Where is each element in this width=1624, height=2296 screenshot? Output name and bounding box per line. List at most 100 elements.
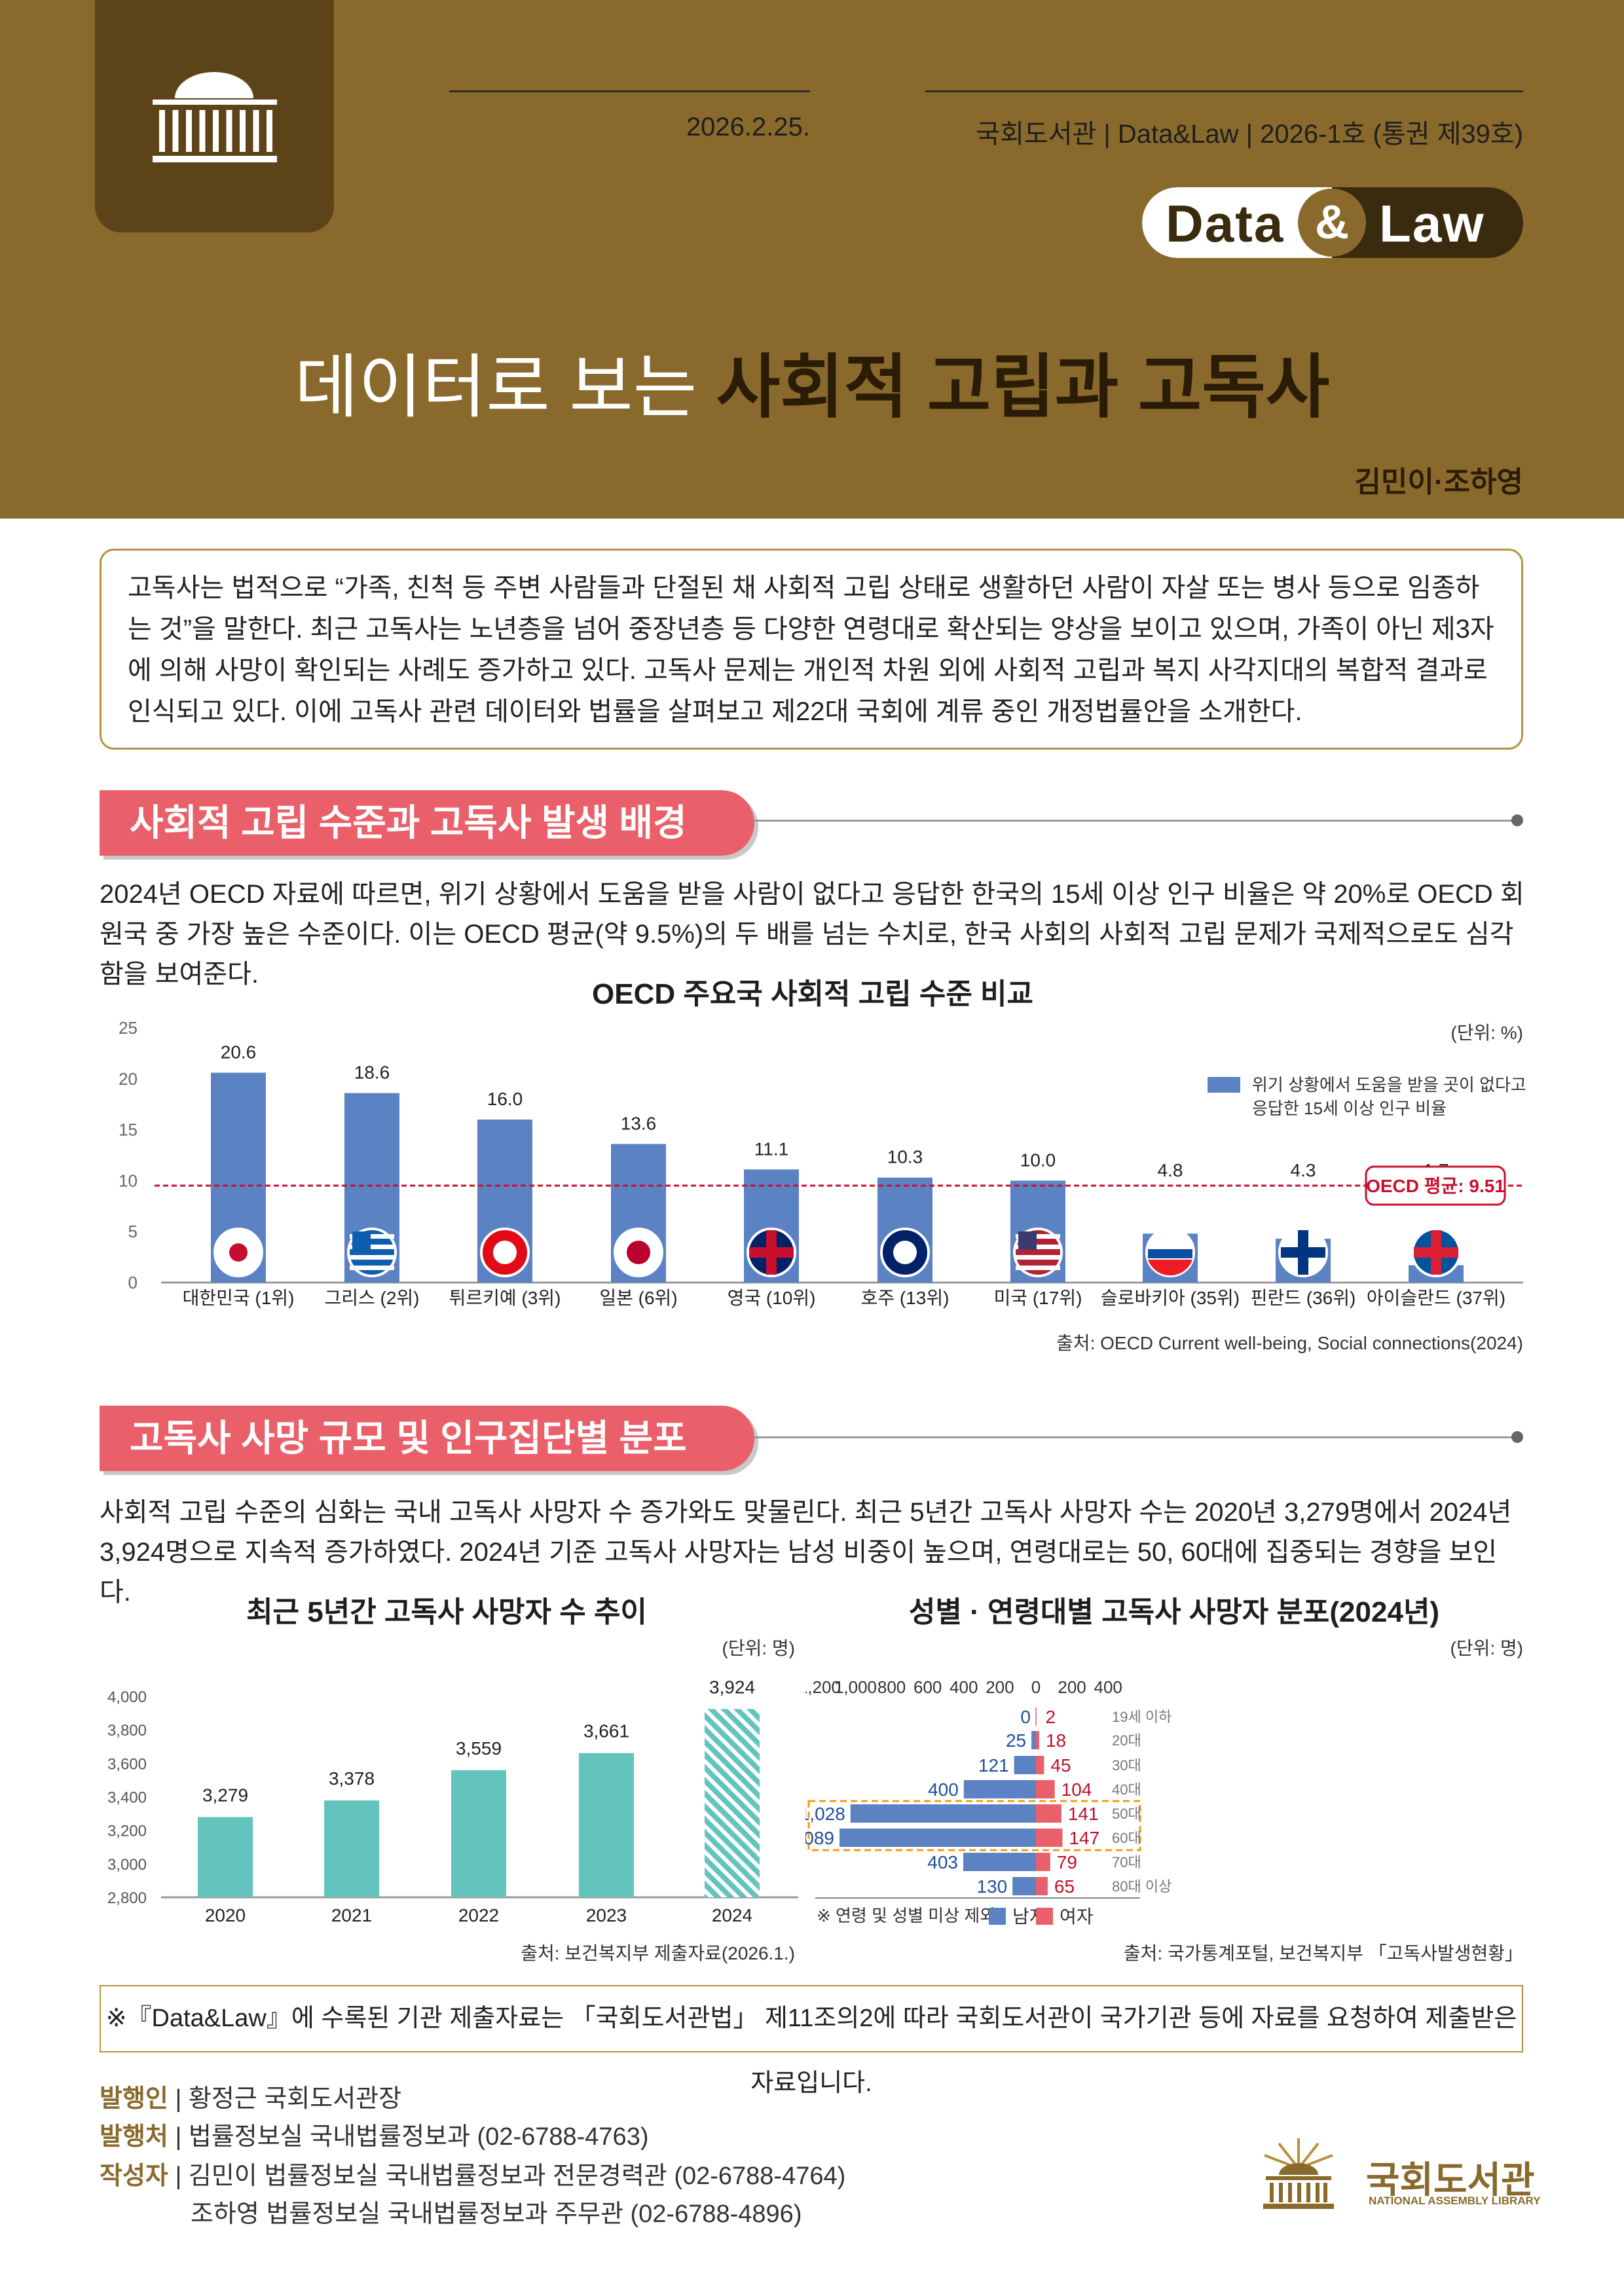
age-label: 60대 <box>1112 1830 1141 1846</box>
female-bar <box>1036 1756 1044 1774</box>
flag-stripe <box>1148 1249 1192 1258</box>
header-rule-left <box>449 90 810 92</box>
flag-us-icon <box>1013 1228 1063 1277</box>
category-label: 미국 (17위) <box>994 1288 1082 1308</box>
category-label: 그리스 (2위) <box>324 1288 419 1308</box>
bar-value-label: 3,924 <box>709 1677 755 1697</box>
flag-stripe <box>1016 1266 1060 1270</box>
x-tick-label: 800 <box>877 1677 906 1697</box>
bar-2023 <box>579 1753 634 1897</box>
flag-canton <box>1018 1231 1037 1250</box>
female-value-label: 79 <box>1057 1852 1077 1872</box>
y-tick-label: 20 <box>119 1069 138 1089</box>
x-tick-label: 0 <box>1031 1677 1041 1697</box>
male-bar <box>963 1780 1036 1798</box>
bar-value-label: 4.3 <box>1291 1160 1316 1180</box>
flag-stripe <box>1148 1260 1192 1276</box>
female-bar <box>1036 1731 1039 1749</box>
authors: 김민이·조하영 <box>1354 466 1523 498</box>
category-label: 호주 (13위) <box>861 1288 950 1308</box>
bar-2022 <box>451 1770 506 1897</box>
bar-value-label: 10.0 <box>1020 1150 1056 1170</box>
chart3-note: ※ 연령 및 성별 미상 제외 <box>817 1906 995 1925</box>
bar-value-label: 10.3 <box>887 1147 923 1167</box>
female-bar <box>1036 1804 1061 1823</box>
age-label: 19세 이하 <box>1112 1709 1172 1725</box>
female-bar <box>1036 1853 1050 1871</box>
notice-box: ※『Data&Law』에 수록된 기관 제출자료는 「국회도서관법」 제11조의… <box>100 1985 1523 2097</box>
male-bar <box>963 1853 1036 1871</box>
age-label: 80대 이상 <box>1112 1878 1172 1895</box>
flag-cross <box>766 1230 777 1275</box>
male-value-label: 403 <box>927 1852 958 1872</box>
y-tick-label: 4,000 <box>107 1688 147 1706</box>
bar-value-label: 3,559 <box>456 1738 502 1758</box>
office-label: 발행처 <box>100 2123 168 2151</box>
male-value-label: 0 <box>1020 1707 1031 1727</box>
y-tick-label: 15 <box>119 1120 138 1140</box>
category-label: 핀란드 (36위) <box>1251 1288 1356 1308</box>
flag-stripe <box>350 1266 394 1270</box>
y-tick-label: 10 <box>119 1171 138 1190</box>
category-label: 튀르키예 (3위) <box>449 1288 561 1308</box>
writer-2: 조하영 법률정보실 국내법률정보과 주무관 (02-6788-4896) <box>191 2200 802 2228</box>
y-tick-label: 3,600 <box>107 1755 147 1773</box>
flag-emblem <box>893 1241 917 1264</box>
flag-sk-icon <box>1145 1228 1195 1277</box>
category-label: 슬로바키아 (35위) <box>1101 1288 1240 1308</box>
header-rule-right <box>925 90 1523 92</box>
legend-female-label: 여자 <box>1060 1906 1094 1927</box>
flag-stripe <box>350 1245 394 1249</box>
brand-law: Law <box>1379 194 1485 253</box>
age-label: 70대 <box>1112 1854 1141 1870</box>
chart3-source: 출처: 국가통계포털, 보건복지부 「고독사발생현황」 <box>1123 1943 1523 1963</box>
bar-value-label: 20.6 <box>221 1042 257 1062</box>
legend-label-line2: 응답한 15세 이상 인구 비율 <box>1252 1099 1447 1118</box>
bar-value-label: 4.8 <box>1158 1160 1183 1180</box>
publisher-label: 발행인 <box>100 2085 168 2113</box>
bar-value-label: 3,661 <box>583 1721 629 1741</box>
male-value-label: 25 <box>1006 1730 1026 1751</box>
summary-box: 고독사는 법적으로 “가족, 친척 등 주변 사람들과 단절된 채 사회적 고립… <box>100 549 1523 750</box>
x-tick-label: 200 <box>1058 1677 1086 1697</box>
x-tick-label: 400 <box>1094 1677 1122 1697</box>
bar-value-label: 18.6 <box>354 1063 390 1083</box>
section-rule-1 <box>754 820 1517 822</box>
male-bar <box>1031 1731 1036 1749</box>
flag-fi-icon <box>1278 1228 1328 1277</box>
x-tick-label: 1,200 <box>805 1677 841 1697</box>
publish-date: 2026.2.25. <box>686 113 810 141</box>
category-label: 2021 <box>331 1905 372 1925</box>
oecd-average-label: OECD 평균: 9.51 <box>1366 1176 1505 1196</box>
flag-stripe <box>350 1234 394 1239</box>
writer-label: 작성자 <box>100 2162 168 2190</box>
flag-kr-icon <box>213 1228 263 1277</box>
legend-label-line1: 위기 상황에서 도움을 받을 곳이 없다고 <box>1252 1075 1526 1095</box>
flag-emblem <box>627 1241 650 1264</box>
data-law-badge: Data & Law <box>1142 187 1523 258</box>
section-dot-2 <box>1511 1431 1523 1443</box>
flag-emblem <box>493 1241 517 1264</box>
male-value-label: 121 <box>978 1755 1009 1776</box>
section-heading-1: 사회적 고립 수준과 고독사 발생 배경 <box>100 790 754 856</box>
category-label: 영국 (10위) <box>728 1288 816 1308</box>
flag-cross <box>1298 1230 1308 1275</box>
category-label: 일본 (6위) <box>599 1288 677 1308</box>
oecd-average-badge <box>1365 1165 1506 1206</box>
chart1-svg: 0 5 10 15 20 25 20.6 대한민국 (1위) 18.6 그리스 (2위) 16.0 튀… <box>119 1018 1526 1308</box>
legend-male-swatch <box>989 1908 1006 1925</box>
flag-au-icon <box>880 1228 930 1277</box>
section-dot-1 <box>1511 814 1523 826</box>
female-bar <box>1036 1780 1055 1798</box>
male-value-label: 130 <box>976 1876 1007 1897</box>
highlight-box <box>807 1800 1141 1851</box>
brand-data: Data <box>1166 194 1285 253</box>
bar-2024 <box>705 1709 760 1897</box>
category-label: 아이슬란드 (37위) <box>1367 1288 1505 1308</box>
y-tick-label: 3,800 <box>107 1722 147 1740</box>
chart2-svg: 2,800 3,000 3,200 3,400 3,600 3,800 4,000 3,279… <box>107 1677 798 1925</box>
office: 법률정보실 국내법률정보과 (02-6788-4763) <box>188 2123 649 2151</box>
section-rule-2 <box>754 1436 1517 1438</box>
male-bar <box>839 1829 1036 1847</box>
